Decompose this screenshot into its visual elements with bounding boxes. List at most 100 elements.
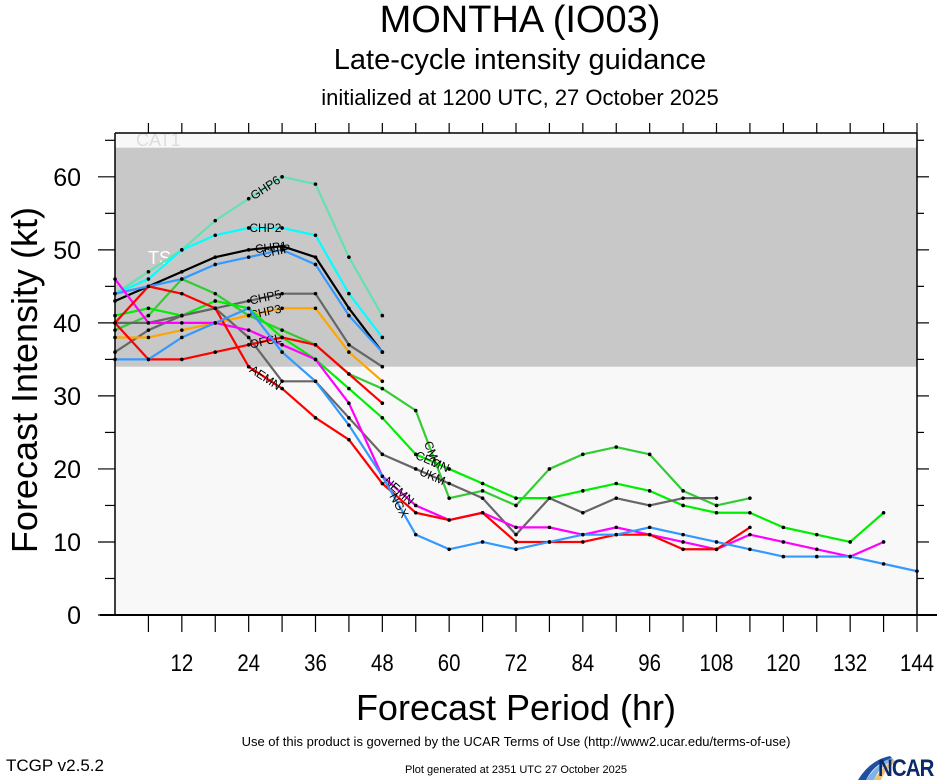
- series-line-cmc: [114, 277, 751, 507]
- series-label: CHP2: [249, 221, 281, 235]
- data-point: [146, 284, 151, 289]
- data-point: [647, 532, 652, 537]
- data-point: [246, 335, 251, 340]
- data-point: [213, 350, 218, 354]
- data-point: [146, 328, 151, 332]
- y-tick-label: 0: [67, 602, 81, 630]
- data-point: [447, 518, 451, 522]
- data-point: [614, 481, 619, 486]
- data-point: [781, 525, 786, 530]
- data-point: [380, 313, 385, 318]
- data-point: [213, 218, 218, 223]
- data-point: [313, 342, 318, 347]
- data-point: [213, 233, 218, 238]
- data-point: [748, 510, 752, 515]
- data-point: [681, 532, 685, 537]
- data-point: [313, 262, 318, 267]
- data-point: [848, 554, 852, 559]
- data-point: [380, 401, 385, 406]
- x-tick-label: 72: [505, 649, 528, 676]
- data-point: [180, 248, 184, 252]
- series-ofcl: OFCL: [113, 321, 385, 406]
- band-label-cat1: CAT1: [136, 130, 181, 150]
- data-point: [647, 525, 652, 530]
- data-point: [681, 489, 685, 493]
- data-point: [514, 503, 518, 508]
- data-point: [180, 335, 184, 340]
- data-point: [413, 452, 418, 457]
- data-point: [280, 328, 284, 332]
- data-point: [280, 175, 284, 179]
- series-chp5: CHP5: [113, 287, 385, 369]
- series-line-nemn: [114, 278, 885, 558]
- data-point: [280, 342, 284, 347]
- data-point: [581, 510, 585, 515]
- data-point: [380, 386, 385, 391]
- data-point: [447, 467, 451, 471]
- data-point: [180, 357, 184, 362]
- data-point: [514, 525, 518, 530]
- x-tick-label: 144: [900, 649, 934, 676]
- data-point: [814, 532, 819, 537]
- data-point: [180, 277, 184, 281]
- data-point: [480, 540, 485, 544]
- data-point: [347, 437, 351, 442]
- y-tick-label: 40: [53, 310, 81, 338]
- data-point: [447, 481, 451, 486]
- x-tick-label: 48: [371, 649, 394, 676]
- data-point: [380, 452, 385, 457]
- data-point: [347, 423, 351, 427]
- data-point: [313, 306, 318, 311]
- series-label: CHIP: [261, 241, 292, 261]
- data-point: [380, 335, 385, 340]
- data-point: [514, 532, 518, 537]
- data-point: [447, 547, 451, 552]
- data-point: [881, 540, 886, 544]
- data-point: [413, 532, 418, 537]
- x-tick-label: 12: [170, 649, 193, 676]
- data-point: [547, 467, 552, 471]
- data-point: [681, 503, 685, 508]
- data-point: [246, 255, 251, 259]
- data-point: [146, 335, 151, 340]
- ncar-logo-icon: [858, 756, 896, 780]
- x-tick-label: 96: [638, 649, 661, 676]
- data-point: [180, 313, 184, 318]
- x-tick-label: 60: [438, 649, 461, 676]
- band-cat1: [115, 133, 917, 148]
- data-point: [246, 306, 251, 311]
- data-point: [514, 496, 518, 500]
- data-point: [146, 321, 151, 325]
- data-point: [814, 554, 819, 559]
- data-point: [748, 532, 752, 537]
- data-point: [347, 350, 351, 354]
- y-tick-label: 30: [53, 383, 81, 411]
- data-point: [714, 503, 719, 508]
- x-tick-label: 120: [766, 649, 800, 676]
- data-point: [313, 182, 318, 186]
- series-label: CHP5: [248, 287, 283, 308]
- data-point: [347, 372, 351, 376]
- data-point: [146, 269, 151, 274]
- data-point: [681, 540, 685, 544]
- data-point: [480, 489, 485, 493]
- y-tick-label: 60: [53, 164, 81, 192]
- y-tick-label: 20: [53, 456, 81, 484]
- series-chip: CHIP: [113, 241, 385, 354]
- x-tick-label: 132: [833, 649, 867, 676]
- data-point: [246, 196, 251, 201]
- data-point: [647, 503, 652, 508]
- data-point: [347, 255, 351, 259]
- data-point: [313, 357, 318, 362]
- data-point: [748, 496, 752, 500]
- data-point: [614, 445, 619, 449]
- ncar-logo-text: NCAR: [878, 755, 934, 782]
- data-point: [581, 452, 585, 457]
- chart-title: MONTHA (IO03): [379, 0, 661, 41]
- data-point: [781, 540, 786, 544]
- data-point: [213, 262, 218, 267]
- data-point: [280, 350, 284, 354]
- x-axis-label: Forecast Period (hr): [355, 687, 677, 728]
- data-point: [347, 342, 351, 347]
- data-point: [413, 510, 418, 515]
